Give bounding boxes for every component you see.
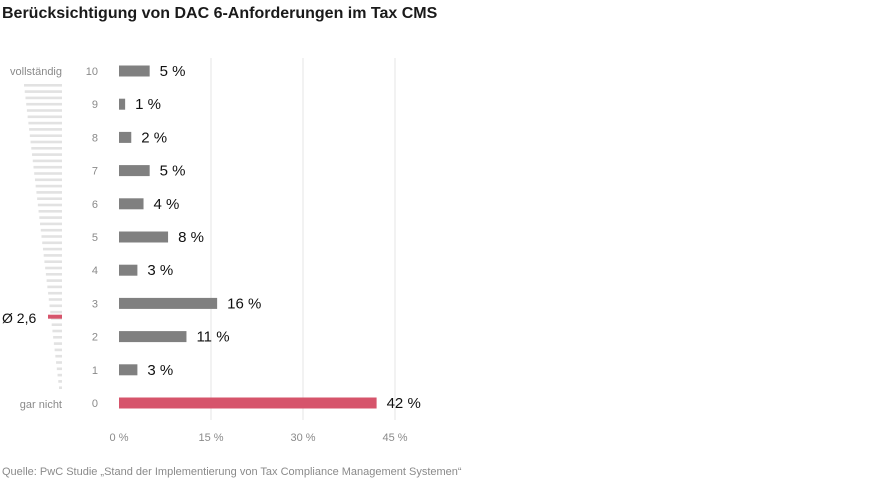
bar <box>119 231 169 243</box>
scale-stripe <box>29 134 62 137</box>
scale-stripe <box>58 380 62 383</box>
scale-stripe <box>34 172 62 175</box>
scale-stripe <box>48 291 62 295</box>
bar <box>119 98 126 110</box>
value-label: 5 % <box>160 63 186 80</box>
category-label: 0 <box>92 398 98 410</box>
category-label: 8 <box>92 132 98 144</box>
scale-stripe <box>26 109 63 112</box>
scale-stripe <box>52 329 62 333</box>
x-tick-label: 45 % <box>382 432 407 444</box>
x-tick-label: 15 % <box>198 432 223 444</box>
scale-stripe <box>59 386 62 389</box>
category-label: 3 <box>92 298 98 310</box>
scale-stripe <box>53 336 62 339</box>
scale-stripe <box>51 323 62 326</box>
scale-stripe <box>48 298 62 301</box>
bar <box>119 131 132 143</box>
bar <box>119 331 187 343</box>
scale-label-top: vollständig <box>10 66 62 78</box>
gridlines <box>210 58 396 420</box>
scale-stripe <box>40 222 62 226</box>
scale-stripe <box>45 273 62 276</box>
scale-stripe <box>44 260 62 263</box>
scale-stripe <box>32 159 62 163</box>
scale-stripe <box>24 90 63 93</box>
value-label: 11 % <box>196 329 229 346</box>
scale-graphic <box>24 84 63 389</box>
scale-stripe <box>54 348 62 352</box>
scale-stripe <box>37 197 62 200</box>
scale-stripe <box>42 247 62 251</box>
scale-stripe <box>30 140 62 144</box>
scale-stripe <box>26 102 62 106</box>
value-label: 16 % <box>227 295 261 312</box>
scale-stripe <box>29 128 63 131</box>
bar <box>119 397 377 409</box>
category-label: 1 <box>92 365 98 377</box>
average-label: Ø 2,6 <box>2 310 36 326</box>
scale-stripe <box>53 342 62 345</box>
labels: 10 5 %9 1 %8 2 %7 5 %6 4 %5 8 %4 3 %3 16 %2 11 %1… <box>86 63 421 444</box>
scale-stripe <box>25 96 62 100</box>
value-label: 4 % <box>154 196 180 213</box>
bar <box>119 165 150 177</box>
value-label: 2 % <box>141 129 167 146</box>
value-label: 42 % <box>387 395 421 412</box>
scale-stripe <box>41 235 62 238</box>
bar <box>119 297 218 309</box>
bars <box>119 65 377 409</box>
scale-stripe <box>40 228 62 232</box>
scale-stripe <box>57 373 62 377</box>
bar <box>119 264 138 276</box>
scale-stripe <box>36 191 62 194</box>
value-label: 1 % <box>135 96 161 113</box>
value-label: 5 % <box>160 163 186 180</box>
scale-stripe <box>56 367 62 371</box>
category-label: 10 <box>86 66 98 78</box>
scale-label-bottom: gar nicht <box>20 399 62 411</box>
scale-stripe <box>35 184 62 188</box>
chart-title: Berücksichtigung von DAC 6-Anforderungen… <box>2 5 438 22</box>
scale-stripe <box>50 310 62 314</box>
scale-stripe <box>55 354 62 358</box>
bar <box>119 198 144 210</box>
scale-stripe <box>27 115 62 119</box>
scale-stripe <box>49 304 62 308</box>
source-note: Quelle: PwC Studie „Stand der Implementi… <box>2 466 462 478</box>
scale-stripe <box>42 241 62 245</box>
scale-stripe <box>46 279 62 282</box>
bar <box>119 65 150 77</box>
category-label: 4 <box>92 265 98 277</box>
category-label: 7 <box>92 166 98 178</box>
x-tick-label: 30 % <box>290 432 315 444</box>
scale-stripe <box>47 285 62 289</box>
scale-stripe <box>38 210 62 213</box>
value-label: 3 % <box>147 362 173 379</box>
scale-stripe <box>34 178 62 182</box>
scale-stripe <box>33 165 62 169</box>
scale-stripe <box>32 153 62 156</box>
category-label: 2 <box>92 332 98 344</box>
scale-stripe <box>28 121 62 125</box>
average-marker <box>48 314 62 319</box>
scale-stripe <box>31 147 62 150</box>
scale-stripe <box>56 361 62 364</box>
scale-stripe <box>39 216 62 219</box>
scale-stripe <box>43 254 62 257</box>
bar <box>119 364 138 376</box>
category-label: 5 <box>92 232 98 244</box>
scale-stripe <box>37 203 62 207</box>
scale-stripe <box>45 266 62 270</box>
category-label: 9 <box>92 99 98 111</box>
value-label: 8 % <box>178 229 204 246</box>
x-tick-label: 0 % <box>110 432 129 444</box>
value-label: 3 % <box>147 262 173 279</box>
scale-stripe <box>24 84 62 87</box>
category-label: 6 <box>92 199 98 211</box>
